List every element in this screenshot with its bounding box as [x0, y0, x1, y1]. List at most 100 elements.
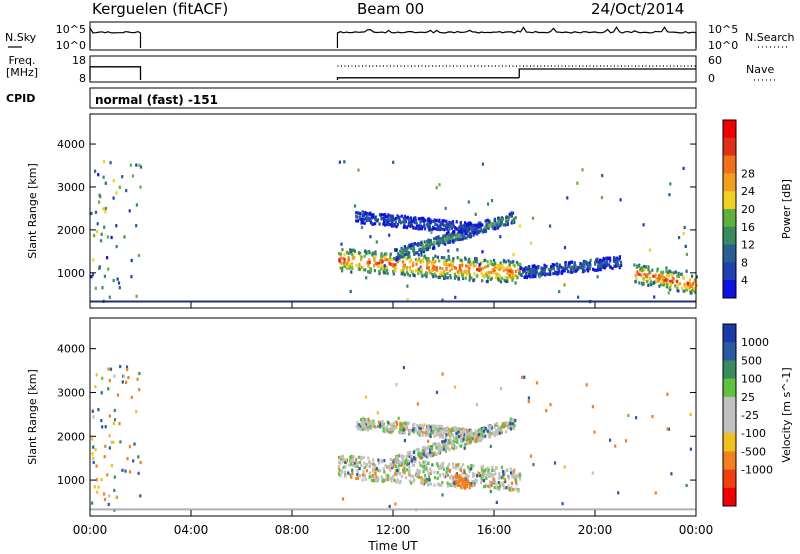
echo-cell: [338, 460, 341, 464]
echo-cell: [554, 270, 557, 274]
echo-cell: [454, 226, 457, 230]
echo-cell: [594, 258, 598, 262]
echo-cell: [512, 417, 515, 421]
echo-cell: [492, 473, 495, 477]
echo-cell: [387, 213, 390, 217]
echo-cell: [418, 433, 421, 437]
echo-cell: [102, 175, 105, 179]
echo-cell: [515, 482, 518, 486]
echo-cell: [360, 420, 363, 425]
echo-cell: [413, 457, 416, 461]
echo-cell: [444, 242, 447, 246]
echo-cell: [412, 450, 415, 454]
echo-cell: [472, 432, 475, 436]
echo-cell: [478, 431, 481, 435]
echo-cell: [456, 439, 459, 443]
echo-cell: [400, 454, 403, 458]
echo-cell: [605, 263, 609, 267]
echo-cell: [494, 432, 497, 436]
echo-cell: [386, 478, 389, 482]
echo-cell: [612, 258, 615, 262]
echo-cell: [483, 431, 486, 435]
echo-cell: [636, 270, 639, 274]
echo-cell: [440, 256, 443, 260]
echo-cell: [676, 274, 679, 278]
echo-cell: [387, 474, 390, 478]
echo-cell: [422, 478, 425, 482]
colorbar-tick: 12: [741, 239, 755, 252]
echo-cell: [454, 274, 457, 279]
echo-cell: [445, 436, 448, 440]
echo-cell: [402, 255, 405, 259]
echo-cell: [412, 243, 415, 247]
echo-cell: [411, 457, 415, 461]
echo-cell: [459, 428, 462, 432]
echo-cell: [404, 461, 407, 465]
echo-cell: [682, 232, 685, 236]
echo-cell: [585, 383, 588, 387]
echo-cell: [459, 433, 462, 438]
echo-cell: [401, 252, 405, 256]
echo-cell: [419, 217, 422, 221]
echo-cell: [666, 278, 669, 282]
echo-cell: [349, 473, 352, 477]
echo-cell: [364, 212, 367, 216]
echo-cell: [599, 259, 602, 263]
freq-tick-hi: 18: [72, 54, 86, 67]
echo-cell: [388, 223, 391, 227]
echo-cell: [498, 268, 501, 272]
echo-cell: [497, 274, 500, 278]
echo-cell: [107, 387, 110, 391]
echo-cell: [372, 462, 375, 466]
echo-cell: [589, 258, 592, 262]
echo-cell: [431, 424, 434, 428]
echo-cell: [468, 273, 471, 277]
echo-cell: [667, 427, 671, 431]
echo-cell: [365, 276, 368, 280]
echo-cell: [437, 428, 440, 432]
echo-cell: [487, 484, 490, 488]
echo-cell: [121, 468, 124, 472]
nsky-tick-lo: 10^0: [56, 39, 86, 52]
echo-cell: [496, 226, 499, 230]
echo-cell: [426, 258, 429, 262]
echo-cell: [391, 214, 394, 218]
echo-cell: [437, 225, 440, 229]
echo-cell: [473, 473, 476, 477]
echo-cell: [487, 469, 490, 473]
echo-cell: [508, 266, 511, 270]
echo-cell: [109, 367, 113, 371]
echo-cell: [490, 262, 493, 266]
echo-cell: [465, 482, 468, 486]
echo-cell: [484, 484, 487, 488]
echo-cell: [447, 249, 450, 253]
echo-cell: [98, 193, 101, 197]
echo-cell: [103, 274, 106, 278]
echo-cell: [495, 272, 498, 276]
echo-cell: [360, 423, 363, 427]
echo-cell: [359, 417, 363, 422]
echo-cell: [375, 240, 378, 244]
echo-cell: [352, 455, 355, 459]
echo-cell: [492, 258, 496, 262]
echo-cell: [597, 260, 600, 264]
echo-cell: [444, 235, 447, 239]
echo-cell: [488, 274, 491, 278]
echo-cell: [392, 474, 395, 478]
echo-cell: [413, 459, 417, 463]
echo-cell: [448, 258, 451, 262]
echo-cell: [447, 230, 450, 234]
echo-cell: [386, 476, 390, 480]
echo-cell: [455, 220, 458, 224]
echo-cell: [504, 279, 507, 283]
echo-cell: [364, 395, 368, 399]
echo-cell: [462, 437, 465, 441]
echo-cell: [367, 270, 370, 274]
echo-cell: [377, 468, 380, 472]
echo-cell: [445, 258, 448, 262]
echo-cell: [456, 248, 459, 252]
echo-cell: [436, 241, 439, 245]
colorbar-label: Velocity [m s^-1]: [780, 367, 793, 462]
echo-cell: [474, 432, 477, 437]
